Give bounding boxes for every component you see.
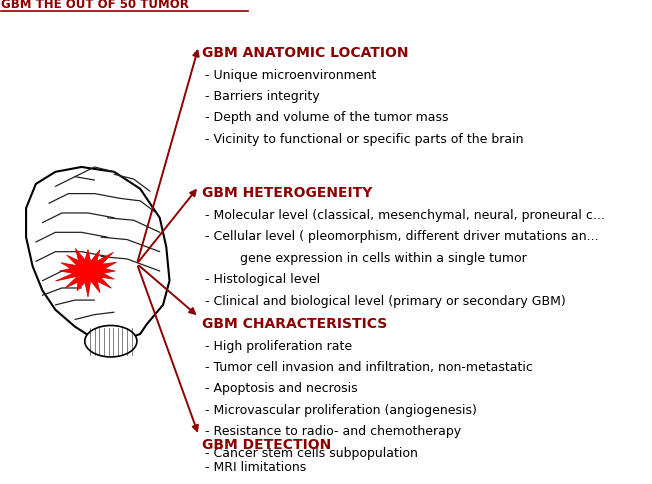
- Text: gene expression in cells within a single tumor: gene expression in cells within a single…: [228, 252, 527, 265]
- Text: - Unique microenvironment: - Unique microenvironment: [205, 69, 377, 82]
- Polygon shape: [26, 167, 170, 344]
- Text: GBM HETEROGENEITY: GBM HETEROGENEITY: [202, 186, 372, 200]
- Text: GBM DETECTION: GBM DETECTION: [202, 438, 331, 452]
- Text: - Cancer stem cells subpopulation: - Cancer stem cells subpopulation: [205, 447, 418, 460]
- Text: GBM CHARACTERISTICS: GBM CHARACTERISTICS: [202, 317, 387, 331]
- Text: GBM THE OUT OF 50 TUMOR: GBM THE OUT OF 50 TUMOR: [1, 0, 189, 11]
- Text: - Molecular level (classical, mesenchymal, neural, proneural c...: - Molecular level (classical, mesenchyma…: [205, 209, 605, 222]
- Text: - Apoptosis and necrosis: - Apoptosis and necrosis: [205, 382, 358, 395]
- Text: - Barriers integrity: - Barriers integrity: [205, 90, 320, 103]
- Text: - Depth and volume of the tumor mass: - Depth and volume of the tumor mass: [205, 111, 449, 124]
- Text: - Vicinity to functional or specific parts of the brain: - Vicinity to functional or specific par…: [205, 133, 524, 146]
- Text: - Tumor cell invasion and infiltration, non-metastatic: - Tumor cell invasion and infiltration, …: [205, 361, 533, 374]
- Text: - MRI limitations: - MRI limitations: [205, 461, 306, 474]
- Text: - Resistance to radio- and chemotherapy: - Resistance to radio- and chemotherapy: [205, 425, 462, 438]
- Text: - High proliferation rate: - High proliferation rate: [205, 340, 353, 353]
- Text: - Cellular level ( pleomorphism, different driver mutations an...: - Cellular level ( pleomorphism, differe…: [205, 230, 599, 243]
- Text: - Histological level: - Histological level: [205, 273, 321, 286]
- Text: GBM ANATOMIC LOCATION: GBM ANATOMIC LOCATION: [202, 46, 409, 60]
- Ellipse shape: [85, 325, 137, 357]
- Text: - Clinical and biological level (primary or secondary GBM): - Clinical and biological level (primary…: [205, 295, 566, 307]
- Polygon shape: [55, 248, 117, 297]
- Text: - Microvascular proliferation (angiogenesis): - Microvascular proliferation (angiogene…: [205, 404, 477, 417]
